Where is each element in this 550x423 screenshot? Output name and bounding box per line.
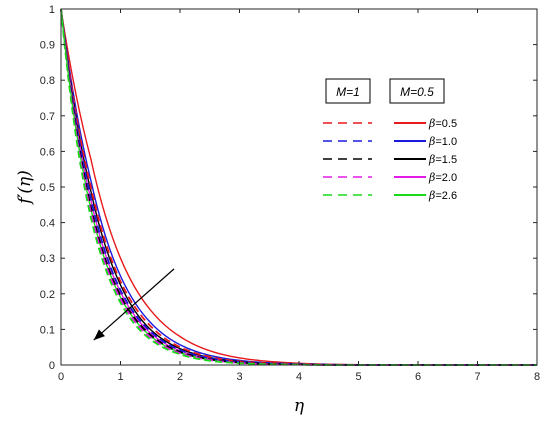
legend-header-box-m1 [325,78,371,104]
y-tick-label: 0.9 [40,40,55,52]
y-tick-label: 0.6 [40,146,55,158]
y-tick-label: 0 [49,360,55,372]
x-tick-label: 7 [474,371,480,383]
legend-label: β=2.0 [428,171,457,184]
arrow-head [93,329,105,341]
x-tick-label: 4 [296,371,302,383]
y-tick-label: 1 [49,4,55,16]
legend-label: β=1.5 [428,153,457,166]
legend-header-m05: M=0.5 [400,85,434,99]
y-axis-title: f′(η) [15,170,35,206]
trend-arrow [93,268,175,341]
legend-label: β=2.6 [428,189,457,202]
y-tick-label: 0.4 [40,218,55,230]
legend-label: β=1.0 [428,135,457,148]
x-tick-label: 5 [355,371,361,383]
x-axis-ticks: 0 1 2 3 4 5 6 7 8 [58,9,540,383]
y-tick-label: 0.5 [40,182,55,194]
x-tick-label: 3 [236,371,242,383]
legend-header-m1: M=1 [336,85,360,99]
legend-label: β=0.5 [428,117,457,130]
legend: M=1 M=0.5 β=0.5 β=1.0 β=1.5 β=2.0 β=2.6 [323,78,457,202]
x-tick-label: 6 [415,371,421,383]
y-tick-label: 0.2 [40,289,55,301]
y-tick-label: 0.7 [40,111,55,123]
y-tick-label: 0.1 [40,324,55,336]
x-axis-title: η [294,396,305,416]
x-tick-label: 8 [534,371,540,383]
y-axis-ticks: 0 0.1 0.2 0.3 0.4 0.5 0.6 0.7 0.8 0.9 1 [40,4,537,372]
x-tick-label: 2 [177,371,183,383]
arrow-shaft [93,268,175,341]
x-tick-label: 1 [117,371,123,383]
x-tick-label: 0 [58,371,64,383]
y-tick-label: 0.8 [40,75,55,87]
legend-header-box-m05 [389,78,445,104]
legend-rows: β=0.5 β=1.0 β=1.5 β=2.0 β=2.6 [323,117,457,202]
y-tick-label: 0.3 [40,253,55,265]
